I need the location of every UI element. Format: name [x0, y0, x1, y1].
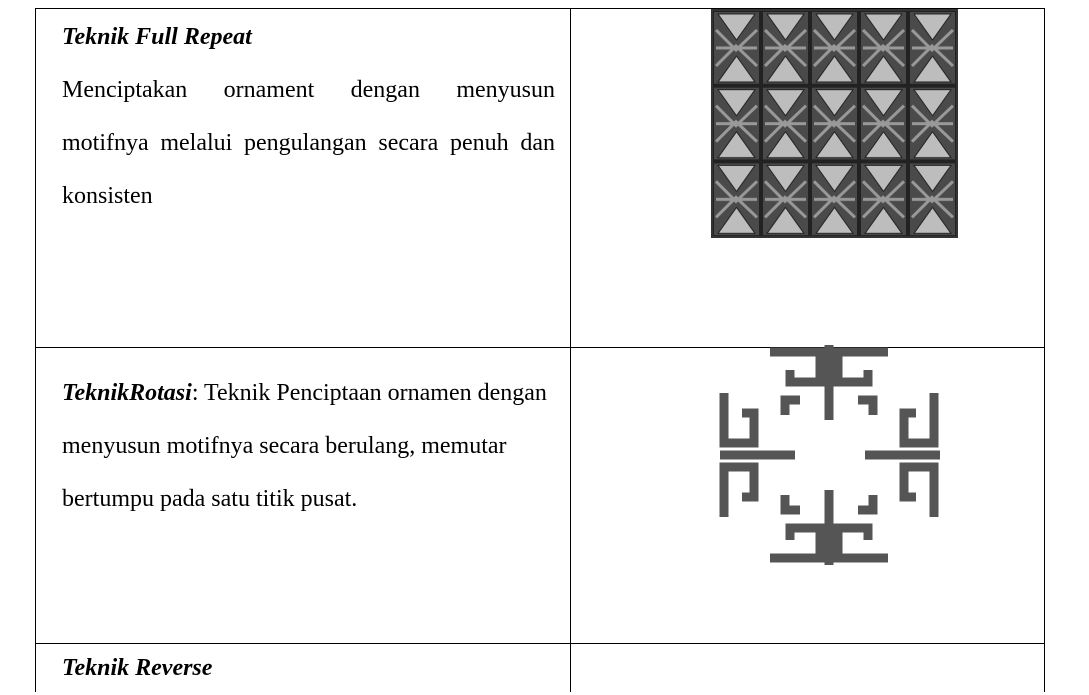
- cell: TeknikRotasi: Teknik Penciptaan ornamen …: [62, 367, 555, 526]
- cell: Teknik Full Repeat Menciptakan ornament …: [62, 11, 555, 223]
- row-title: TeknikRotasi: [62, 380, 192, 406]
- table-border: [35, 643, 1045, 644]
- table-border: [35, 347, 1045, 348]
- row-title: Teknik Full Repeat: [62, 24, 252, 50]
- table-border: [35, 8, 36, 692]
- table-border: [35, 8, 1045, 9]
- full-repeat-image: [711, 9, 958, 238]
- row-description: : Teknik Penciptaan ornamen dengan menyu…: [62, 380, 547, 512]
- row-title: Teknik Reverse: [62, 655, 213, 681]
- cell: Teknik Reverse: [62, 642, 555, 695]
- rotation-image: [719, 345, 940, 565]
- table-border: [570, 8, 571, 692]
- row-description: Menciptakan ornament dengan menyusun mot…: [62, 77, 555, 209]
- table-border: [1044, 8, 1045, 692]
